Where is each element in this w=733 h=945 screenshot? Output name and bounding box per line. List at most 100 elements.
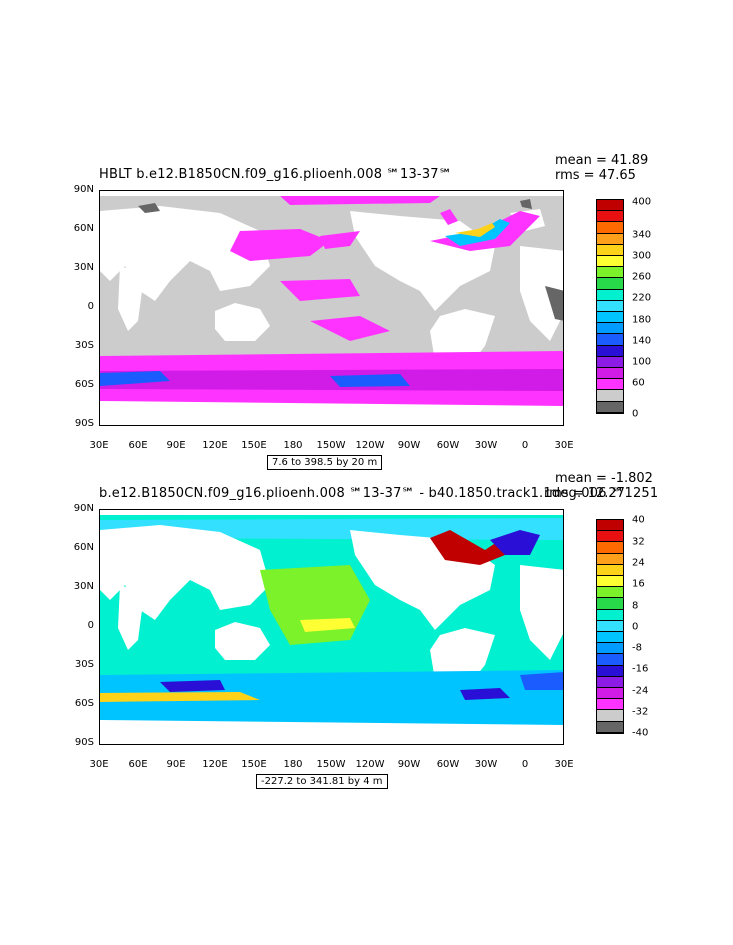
colorbar-swatch — [597, 676, 623, 689]
colorbar-swatch — [597, 345, 623, 357]
colorbar-label: 300 — [632, 250, 652, 262]
lon-label: 180 — [283, 440, 303, 451]
lon-label: 60W — [436, 759, 460, 770]
colorbar-swatch — [597, 390, 623, 402]
lon-label: 30E — [89, 440, 109, 451]
colorbar-label: 0 — [632, 408, 639, 420]
colorbar-swatch — [597, 587, 623, 599]
lon-label: 30W — [474, 759, 498, 770]
colorbar-swatch — [597, 278, 623, 290]
lat-label: 90S — [74, 418, 94, 429]
colorbar-label: 16 — [632, 578, 645, 590]
lon-label: 90W — [397, 440, 421, 451]
panel-title: HBLT b.e12.B1850CN.f09_g16.plioenh.008 ℠… — [99, 167, 453, 182]
lat-label: 0 — [87, 620, 94, 631]
mean-stat: mean = -1.802 — [555, 471, 653, 486]
lat-label: 30N — [73, 262, 94, 273]
colorbar-swatch — [597, 553, 623, 565]
colorbar-label: -16 — [632, 663, 649, 675]
colorbar-swatch — [597, 609, 623, 621]
colorbar-swatch — [597, 520, 623, 532]
colorbar-swatch — [597, 598, 623, 610]
lon-label: 120E — [202, 759, 228, 770]
colorbar-label: 220 — [632, 292, 652, 304]
lon-label: 120W — [355, 759, 385, 770]
contour-range-label: -227.2 to 341.81 by 4 m — [256, 774, 388, 789]
colorbar-swatch — [597, 200, 623, 212]
colorbar-swatch — [597, 267, 623, 279]
colorbar-swatch — [597, 256, 623, 268]
colorbar-swatch — [597, 665, 623, 677]
colorbar-swatch — [597, 620, 623, 633]
colorbar-swatch — [597, 654, 623, 666]
colorbar-swatch — [597, 531, 623, 543]
colorbar-swatch — [597, 222, 623, 234]
lat-label: 90N — [73, 184, 94, 195]
lon-label: 0 — [521, 440, 529, 451]
lon-label: 90W — [397, 759, 421, 770]
colorbar-label: 400 — [632, 196, 652, 208]
lon-label: 60E — [128, 759, 148, 770]
colorbar-label: -8 — [632, 642, 642, 654]
lon-label: 120W — [355, 440, 385, 451]
lat-label: 60N — [73, 223, 94, 234]
colorbar-swatch — [597, 721, 623, 733]
mean-stat: mean = 41.89 — [555, 153, 649, 168]
lon-label: 150W — [316, 440, 346, 451]
map-plot — [99, 190, 564, 426]
colorbar-label: 140 — [632, 335, 652, 347]
colorbar-swatch — [597, 710, 623, 722]
colorbar-swatch — [597, 688, 623, 700]
lat-label: 30N — [73, 581, 94, 592]
colorbar-label: 24 — [632, 557, 645, 569]
contour-range-label: 7.6 to 398.5 by 20 m — [267, 455, 383, 470]
colorbar-swatch — [597, 401, 623, 413]
colorbar-swatch — [597, 334, 623, 346]
colorbar-swatch — [597, 379, 623, 391]
colorbar-swatch — [597, 244, 623, 257]
colorbar-swatch — [597, 356, 623, 369]
colorbar-swatch — [597, 368, 623, 380]
lon-label: 30E — [89, 759, 109, 770]
lat-label: 60N — [73, 542, 94, 553]
colorbar-label: 340 — [632, 229, 652, 241]
lon-label: 90E — [166, 759, 186, 770]
lon-label: 180 — [283, 759, 303, 770]
difference-map — [100, 510, 563, 744]
lat-label: 30S — [74, 659, 94, 670]
colorbar-label: -24 — [632, 685, 649, 697]
lon-label: 30E — [554, 759, 574, 770]
colorbar-swatch — [597, 323, 623, 335]
colorbar-swatch — [597, 312, 623, 324]
colorbar-label: 60 — [632, 377, 645, 389]
lat-label: 90S — [74, 737, 94, 748]
lon-label: 150E — [241, 759, 267, 770]
lon-label: 60W — [436, 440, 460, 451]
lon-label: 30W — [474, 440, 498, 451]
panel-title: b.e12.B1850CN.f09_g16.plioenh.008 ℠13-37… — [99, 486, 659, 501]
lon-label: 120E — [202, 440, 228, 451]
colorbar-label: 32 — [632, 536, 645, 548]
lat-label: 60S — [74, 698, 94, 709]
colorbar-label: 100 — [632, 356, 652, 368]
rms-stat: rms = 47.65 — [555, 168, 636, 183]
lon-label: 30E — [554, 440, 574, 451]
hblt-map — [100, 191, 563, 425]
colorbar-swatch — [597, 542, 623, 554]
colorbar-label: 8 — [632, 600, 639, 612]
colorbar-swatch — [597, 632, 623, 644]
colorbar-label: 180 — [632, 314, 652, 326]
colorbar-swatch — [597, 643, 623, 655]
lon-label: 150W — [316, 759, 346, 770]
colorbar-swatch — [597, 564, 623, 577]
colorbar-swatch — [597, 300, 623, 313]
colorbar-swatch — [597, 211, 623, 223]
lat-label: 60S — [74, 379, 94, 390]
colorbar — [596, 199, 624, 414]
colorbar-swatch — [597, 289, 623, 301]
colorbar-swatch — [597, 233, 623, 245]
rms-stat: rms = 12.27 — [544, 486, 625, 501]
map-plot — [99, 509, 564, 745]
lon-label: 0 — [521, 759, 529, 770]
lon-label: 60E — [128, 440, 148, 451]
